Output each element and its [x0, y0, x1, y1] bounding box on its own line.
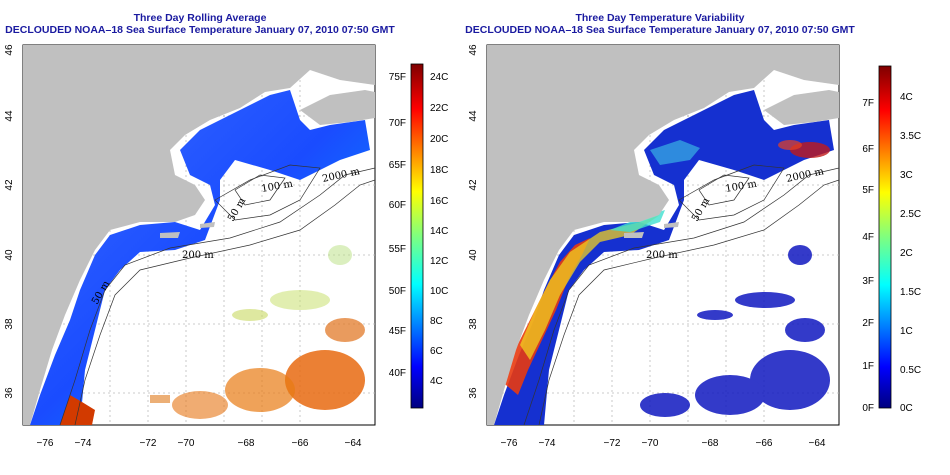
right-mid-variability: [520, 215, 660, 360]
left-ytick: 46: [4, 44, 15, 56]
right-map-title: Three Day Temperature Variability DECLOU…: [460, 12, 860, 36]
left-ytick: 44: [4, 110, 15, 122]
right-cbar-c: 1.5C: [900, 287, 921, 298]
right-depth-contours: [523, 164, 839, 425]
right-colorbar: 7F 6F 5F 4F 3F 2F 1F 0F 4C 3.5C 3C 2.5C …: [862, 65, 921, 414]
left-map-title: Three Day Rolling Average DECLOUDED NOAA…: [0, 12, 400, 36]
left-colorbar-c-labels: 24C 22C 20C 18C 16C 14C 12C 10C 8C 6C 4C: [430, 72, 448, 387]
left-cbar-c: 6C: [430, 346, 443, 357]
left-xtick: −70: [178, 438, 195, 449]
left-xtick: −64: [345, 438, 362, 449]
right-cbar-c: 2C: [900, 248, 913, 259]
left-cbar-f: 45F: [389, 326, 406, 337]
left-title-line2: DECLOUDED NOAA–18 Sea Surface Temperatur…: [5, 24, 395, 36]
right-cbar-c: 3.5C: [900, 131, 921, 142]
right-cbar-f: 0F: [862, 403, 874, 414]
right-cbar-c: 1C: [900, 326, 913, 337]
right-xtick: −66: [756, 438, 773, 449]
right-ytick: 36: [468, 387, 479, 399]
left-colorbar-f-labels: 75F 70F 65F 60F 55F 50F 45F 40F: [389, 72, 406, 379]
left-cbar-c: 12C: [430, 256, 448, 267]
left-offshore-patches: [150, 245, 365, 419]
left-cbar-c: 22C: [430, 103, 448, 114]
right-xtick: −68: [702, 438, 719, 449]
right-cbar-f: 7F: [862, 98, 874, 109]
left-ytick: 36: [4, 387, 15, 399]
left-contour-label-200m: 200 m: [182, 250, 214, 261]
right-land: [487, 45, 839, 425]
left-cbar-c: 20C: [430, 134, 448, 145]
right-cbar-c: 0C: [900, 403, 913, 414]
right-map: 100 m 2000 m 200 m 50 m −76 −74 −72 −70 …: [468, 44, 921, 449]
left-cbar-f: 75F: [389, 72, 406, 83]
left-colorbar: 75F 70F 65F 60F 55F 50F 45F 40F 24C 22C …: [389, 63, 448, 409]
left-southern-warm: [60, 395, 95, 425]
left-cbar-f: 60F: [389, 200, 406, 211]
right-ytick: 38: [468, 318, 479, 330]
right-cbar-f: 3F: [862, 276, 874, 287]
right-cbar-f: 4F: [862, 232, 874, 243]
right-ytick: 44: [468, 110, 479, 122]
left-cbar-c: 18C: [430, 165, 448, 176]
right-x-axis: −76 −74 −72 −70 −68 −66 −64: [501, 438, 826, 449]
right-northeast-patch: [778, 140, 830, 158]
left-shelf-data: [30, 90, 370, 425]
right-cbar-c: 2.5C: [900, 209, 921, 220]
left-xtick: −74: [75, 438, 92, 449]
right-xtick: −72: [604, 438, 621, 449]
left-depth-contours: [59, 164, 375, 425]
left-xtick: −68: [238, 438, 255, 449]
right-y-axis: 46 44 42 40 38 36: [468, 44, 479, 399]
left-cbar-c: 14C: [430, 226, 448, 237]
left-land: [23, 45, 375, 425]
right-title-line2: DECLOUDED NOAA–18 Sea Surface Temperatur…: [465, 24, 855, 36]
left-cbar-f: 65F: [389, 160, 406, 171]
right-cbar-c: 3C: [900, 170, 913, 181]
right-shelf-data: [494, 90, 834, 425]
right-xtick: −64: [809, 438, 826, 449]
right-contour-label-200m: 200 m: [646, 250, 678, 261]
left-title-line1: Three Day Rolling Average: [133, 12, 267, 24]
right-offshore-patches: [640, 245, 830, 417]
left-y-axis: 46 44 42 40 38 36: [4, 44, 15, 399]
left-cbar-f: 40F: [389, 368, 406, 379]
left-cbar-f: 55F: [389, 244, 406, 255]
left-colorbar-ramp: [410, 63, 424, 409]
right-cbar-f: 5F: [862, 185, 874, 196]
right-title-line1: Three Day Temperature Variability: [575, 12, 745, 24]
left-x-axis: −76 −74 −72 −70 −68 −66 −64: [37, 438, 362, 449]
right-cbar-c: 0.5C: [900, 365, 921, 376]
right-ytick: 42: [468, 179, 479, 191]
right-xtick: −76: [501, 438, 518, 449]
right-colorbar-c-labels: 4C 3.5C 3C 2.5C 2C 1.5C 1C 0.5C 0C: [900, 92, 921, 414]
left-cbar-c: 4C: [430, 376, 443, 387]
right-ytick: 46: [468, 44, 479, 56]
right-cbar-f: 2F: [862, 318, 874, 329]
left-cbar-c: 24C: [430, 72, 448, 83]
left-xtick: −72: [140, 438, 157, 449]
right-colorbar-f-labels: 7F 6F 5F 4F 3F 2F 1F 0F: [862, 98, 874, 414]
left-cbar-f: 70F: [389, 118, 406, 129]
left-cbar-c: 10C: [430, 286, 448, 297]
left-map: 100 m 2000 m 200 m 50 m 50 m −76 −74 −72…: [4, 44, 448, 449]
right-xtick: −74: [539, 438, 556, 449]
right-xtick: −70: [642, 438, 659, 449]
left-ytick: 38: [4, 318, 15, 330]
left-cbar-c: 8C: [430, 316, 443, 327]
right-cbar-c: 4C: [900, 92, 913, 103]
left-xtick: −76: [37, 438, 54, 449]
left-ytick: 40: [4, 249, 15, 261]
left-cbar-c: 16C: [430, 196, 448, 207]
left-cbar-f: 50F: [389, 286, 406, 297]
left-ytick: 42: [4, 179, 15, 191]
right-colorbar-ramp: [878, 65, 892, 409]
right-cbar-f: 1F: [862, 361, 874, 372]
right-gulf-maine-dots: [650, 140, 700, 165]
right-cbar-f: 6F: [862, 144, 874, 155]
left-xtick: −66: [292, 438, 309, 449]
right-ytick: 40: [468, 249, 479, 261]
